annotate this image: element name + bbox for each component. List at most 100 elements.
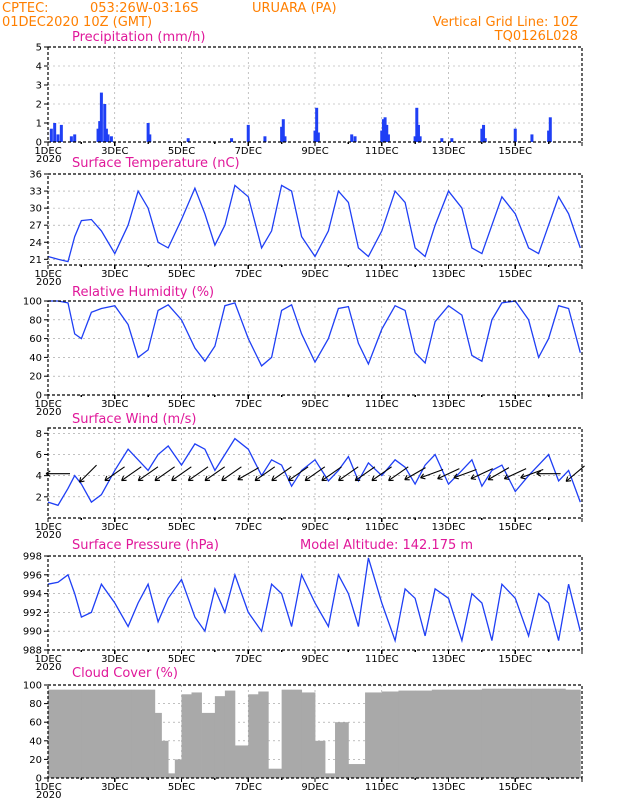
wind-arrow-shaft xyxy=(321,466,342,481)
precipitation-xtick-label: 5DEC xyxy=(168,146,195,157)
cloud-cover-bar xyxy=(258,691,269,778)
relative-humidity-line xyxy=(48,300,581,367)
surface-pressure-xtick-label: 5DEC xyxy=(168,654,195,665)
wind-arrow xyxy=(271,466,292,482)
precipitation-bar xyxy=(383,117,387,142)
wind-arrow-head xyxy=(79,480,85,483)
cloud-cover-bar xyxy=(154,712,162,778)
wind-arrow xyxy=(304,466,326,482)
cloud-cover-ytick-label: 40 xyxy=(29,736,42,747)
surface-pressure-ytick-label: 998 xyxy=(23,552,42,563)
cloud-cover-ytick-label: 20 xyxy=(29,755,42,766)
precipitation-bar xyxy=(283,136,287,142)
wind-arrow-shaft xyxy=(420,469,444,479)
cloud-cover-xtick-label: 13DEC xyxy=(432,782,466,793)
relative-humidity-xtick-label: 1DEC xyxy=(34,399,61,410)
wind-arrow-head xyxy=(565,476,569,482)
wind-arrow-shaft xyxy=(171,466,192,481)
wind-arrow xyxy=(321,466,342,482)
wind-arrow xyxy=(338,466,359,482)
surface-temperature-xtick-label: 1DEC xyxy=(34,269,61,280)
surface-wind-xtick-label: 13DEC xyxy=(432,522,466,533)
surface-wind-xtick-label: 9DEC xyxy=(301,522,328,533)
precipitation-xtick-label: 1DEC xyxy=(34,146,61,157)
wind-arrow-head xyxy=(453,473,458,479)
wind-arrow-shaft xyxy=(453,469,477,479)
surface-pressure-xtick-label: 7DEC xyxy=(235,654,262,665)
surface-temperature-ytick-label: 27 xyxy=(29,221,42,232)
surface-temperature-panel: Surface Temperature (nC) 21 24 27 30 33 36 1DEC… xyxy=(29,156,583,288)
cloud-cover-bar xyxy=(268,768,283,778)
precipitation-bar xyxy=(480,128,484,142)
wind-arrow xyxy=(45,470,71,477)
cloud-cover-bar xyxy=(168,773,176,778)
wind-arrow-head xyxy=(470,474,475,480)
surface-wind-year-label: 2020 xyxy=(36,530,61,541)
cloud-cover-xtick-label: 1DEC xyxy=(34,782,61,793)
wind-arrow-head xyxy=(388,475,392,481)
cloud-cover-bar xyxy=(48,689,66,778)
cloud-cover-xtick-label: 11DEC xyxy=(365,782,399,793)
wind-arrow xyxy=(104,466,125,482)
wind-arrow-head xyxy=(487,474,491,480)
wind-arrow-shaft xyxy=(121,466,142,481)
cloud-cover-bar xyxy=(248,694,259,778)
cloud-cover-bar xyxy=(214,696,226,778)
cloud-cover-bar xyxy=(481,688,499,778)
cloud-cover-bar xyxy=(431,689,449,778)
surface-temperature-xtick-label: 11DEC xyxy=(365,269,399,280)
precipitation-bar xyxy=(547,130,551,142)
precipitation-bar xyxy=(99,92,103,142)
wind-arrow xyxy=(354,466,376,482)
cloud-cover-bar xyxy=(548,688,566,778)
precipitation-bar xyxy=(104,128,108,142)
surface-temperature-xtick-label: 3DEC xyxy=(101,269,128,280)
precipitation-bar xyxy=(53,123,57,142)
surface-temperature-xtick-label: 7DEC xyxy=(235,269,262,280)
surface-pressure-year-label: 2020 xyxy=(36,662,61,673)
wind-arrow-shaft xyxy=(388,466,409,481)
wind-arrow xyxy=(437,468,460,480)
cloud-cover-bar xyxy=(515,688,533,778)
relative-humidity-panel: Relative Humidity (%) 0 20 40 60 80 100 1DEC 3DE… xyxy=(23,285,583,418)
cloud-cover-bar xyxy=(98,689,116,778)
relative-humidity-ytick-label: 100 xyxy=(23,297,42,308)
surface-temperature-title: Surface Temperature (nC) xyxy=(72,156,240,171)
precipitation-xtick-label: 7DEC xyxy=(235,146,262,157)
surface-temperature-ytick-label: 36 xyxy=(29,170,42,181)
precipitation-bar xyxy=(513,128,517,142)
wind-arrow-shaft xyxy=(371,466,392,481)
wind-arrow xyxy=(536,470,561,477)
surface-wind-line xyxy=(47,437,581,507)
precipitation-bar xyxy=(96,128,100,142)
relative-humidity-ytick-label: 60 xyxy=(29,334,42,345)
wind-arrow-head xyxy=(520,477,526,480)
cloud-cover-bar xyxy=(301,692,316,778)
wind-arrow xyxy=(237,467,259,481)
surface-wind-ytick-label: 4 xyxy=(36,471,42,482)
cloud-cover-ytick-label: 80 xyxy=(29,699,42,710)
surface-temperature-ytick-label: 33 xyxy=(29,187,42,198)
wind-arrow-head xyxy=(453,477,459,480)
relative-humidity-ytick-label: 40 xyxy=(29,353,42,364)
relative-humidity-xtick-label: 5DEC xyxy=(168,399,195,410)
wind-arrow-head xyxy=(420,477,426,480)
surface-pressure-ytick-label: 988 xyxy=(23,646,42,657)
precipitation-ytick-label: 4 xyxy=(36,62,42,73)
wind-arrow-shaft xyxy=(104,466,125,481)
relative-humidity-ytick-label: 80 xyxy=(29,315,42,326)
wind-arrow-head xyxy=(45,473,51,477)
cloud-cover-bar xyxy=(381,691,399,778)
cloud-cover-bar xyxy=(365,692,383,778)
wind-arrow-head xyxy=(437,474,441,480)
wind-arrow xyxy=(287,466,309,482)
wind-arrow-head xyxy=(420,473,425,479)
relative-humidity-xtick-label: 9DEC xyxy=(301,399,328,410)
cloud-cover-bar xyxy=(565,689,581,778)
relative-humidity-xtick-label: 13DEC xyxy=(432,399,466,410)
model-altitude-label: Model Altitude: 142.175 m xyxy=(300,538,473,553)
cloud-cover-panel: Cloud Cover (%) 0 20 40 60 80 100 1DEC 3DEC 5DEC 7… xyxy=(23,666,583,800)
relative-humidity-xtick-label: 3DEC xyxy=(101,399,128,410)
precipitation-bar xyxy=(450,138,454,142)
